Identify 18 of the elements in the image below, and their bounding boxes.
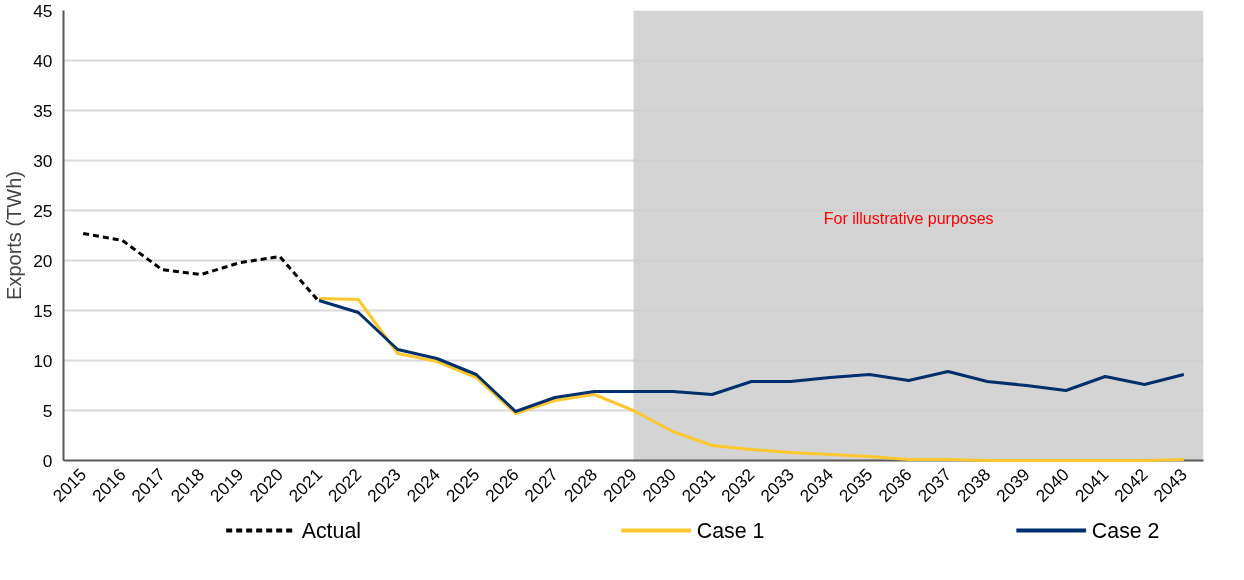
y-tick-label: 30 — [33, 150, 53, 171]
y-tick-label: 25 — [33, 200, 53, 221]
legend-label: Case 1 — [696, 518, 765, 543]
line-series — [317, 297, 1186, 462]
line-series — [81, 232, 321, 303]
y-tick-label: 0 — [42, 450, 53, 471]
y-tick-label: 10 — [33, 350, 53, 371]
y-tick-label: 15 — [33, 300, 53, 321]
y-tick-label: 20 — [33, 250, 53, 271]
y-tick-label: 40 — [33, 50, 53, 71]
y-tick-label: 5 — [42, 400, 53, 421]
line-series — [317, 299, 1186, 413]
y-tick-label: 35 — [33, 100, 53, 121]
y-axis-title: Exports (TWh) — [3, 171, 26, 300]
legend-label: Actual — [301, 518, 361, 543]
y-tick-label: 45 — [33, 0, 53, 21]
legend-label: Case 2 — [1091, 518, 1160, 543]
annotation: For illustrative purposes — [823, 209, 994, 227]
